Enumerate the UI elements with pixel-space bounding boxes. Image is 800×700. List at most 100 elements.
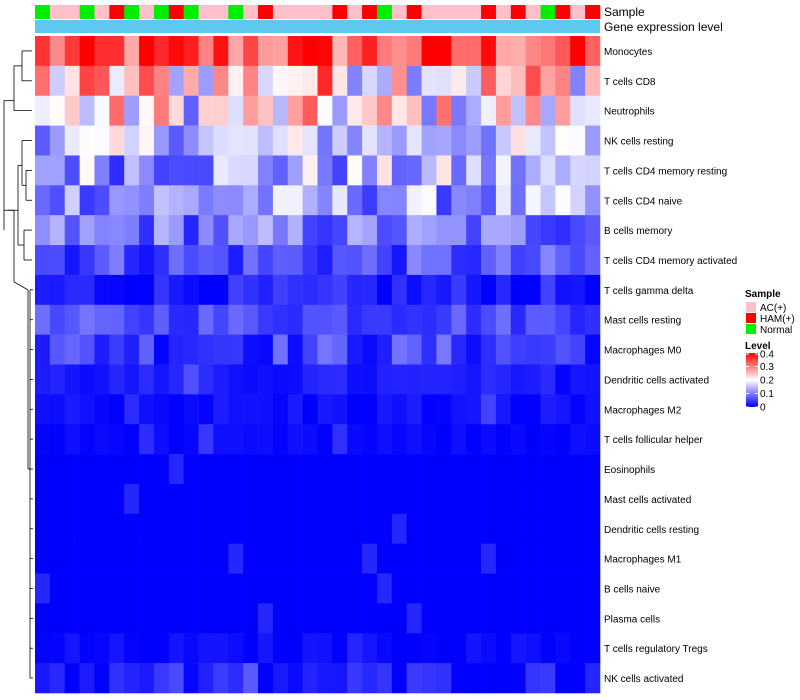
row-label: Mast cells resting — [604, 316, 681, 327]
heatmap-cell — [555, 663, 571, 694]
heatmap-cell — [451, 215, 467, 246]
sample-annotation-cell — [585, 5, 601, 19]
heatmap-cell — [287, 633, 303, 664]
heatmap-cell — [347, 245, 363, 276]
heatmap-cell — [168, 573, 184, 604]
heatmap-cell — [585, 215, 601, 246]
legend-tick-label: 0.2 — [760, 376, 774, 387]
heatmap-cell — [64, 663, 80, 694]
heatmap-cell — [540, 633, 556, 664]
heatmap-cell — [376, 245, 393, 276]
heatmap-cell — [347, 65, 363, 97]
heatmap-cell — [109, 334, 125, 365]
heatmap-cell — [481, 95, 497, 126]
row-label: T cells CD8 — [604, 77, 656, 88]
heatmap-cell — [287, 304, 303, 335]
heatmap-cell — [376, 155, 393, 186]
sample-annotation-cell — [570, 5, 586, 19]
heatmap-cell — [525, 543, 541, 574]
heatmap-cell — [94, 125, 110, 156]
heatmap-cell — [421, 364, 437, 395]
heatmap-cell — [376, 424, 393, 455]
heatmap-cell — [466, 36, 482, 67]
heatmap-cell — [317, 633, 333, 664]
sample-annotation-cell — [64, 5, 80, 19]
heatmap-cell — [153, 394, 170, 425]
heatmap-cell — [451, 65, 467, 97]
heatmap-cell — [317, 394, 333, 425]
heatmap-cell — [451, 304, 467, 335]
heatmap-cell — [540, 155, 556, 186]
heatmap-cell — [213, 394, 229, 425]
heatmap-cell — [391, 543, 408, 574]
heatmap-cell — [391, 185, 408, 216]
heatmap-cell — [287, 155, 303, 186]
heatmap-cell — [436, 215, 452, 246]
heatmap-cell — [317, 483, 333, 515]
heatmap-cell — [153, 573, 170, 604]
heatmap-cell — [585, 513, 601, 544]
heatmap-cell — [139, 394, 155, 425]
heatmap-cell — [481, 65, 497, 97]
heatmap-cell — [228, 274, 244, 306]
sample-annotation-cell — [168, 5, 184, 19]
heatmap-cell — [406, 185, 422, 216]
heatmap-cell — [466, 603, 482, 634]
heatmap-cell — [466, 304, 482, 335]
heatmap-cell — [495, 483, 512, 515]
heatmap-cell — [243, 155, 259, 186]
heatmap-cell — [332, 513, 348, 544]
heatmap-cell — [436, 185, 452, 216]
sample-annotation-cell — [406, 5, 422, 19]
heatmap-cell — [183, 483, 199, 515]
heatmap-cell — [79, 185, 95, 216]
heatmap-cell — [243, 483, 259, 515]
heatmap-cell — [332, 185, 348, 216]
heatmap-cell — [347, 36, 363, 67]
heatmap-cell — [406, 454, 422, 485]
heatmap-cell — [481, 543, 497, 574]
heatmap-cell — [109, 663, 125, 694]
heatmap-cell — [362, 304, 378, 335]
heatmap-cell — [421, 274, 437, 306]
sample-annotation-cell — [362, 5, 378, 19]
heatmap-cell — [481, 454, 497, 485]
heatmap-cell — [287, 663, 303, 694]
sample-annotation-bar — [35, 5, 601, 19]
heatmap-cell — [153, 304, 170, 335]
heatmap-cell — [153, 215, 170, 246]
heatmap-cell — [391, 155, 408, 186]
heatmap-cell — [585, 185, 601, 216]
heatmap-cell — [153, 185, 170, 216]
sample-annotation-cell — [317, 5, 333, 19]
heatmap-cell — [570, 95, 586, 126]
heatmap-cell — [317, 125, 333, 156]
heatmap-cell — [153, 364, 170, 395]
heatmap-cell — [168, 245, 184, 276]
heatmap-cell — [585, 603, 601, 634]
heatmap-cell — [510, 394, 526, 425]
heatmap-cell — [35, 394, 51, 425]
heatmap-cell — [183, 454, 199, 485]
heatmap-cell — [109, 215, 125, 246]
heatmap-cell — [272, 633, 289, 664]
heatmap-cell — [525, 185, 541, 216]
heatmap-cell — [258, 513, 274, 544]
heatmap-cell — [153, 334, 170, 365]
heatmap-cell — [525, 663, 541, 694]
heatmap-cell — [376, 663, 393, 694]
heatmap-cell — [272, 304, 289, 335]
heatmap-cell — [168, 274, 184, 306]
heatmap-cell — [466, 513, 482, 544]
heatmap-cell — [540, 36, 556, 67]
heatmap-cell — [540, 483, 556, 515]
heatmap-cell — [481, 304, 497, 335]
heatmap-cell — [436, 155, 452, 186]
heatmap-cell — [109, 483, 125, 515]
heatmap-cell — [139, 304, 155, 335]
heatmap-cell — [35, 573, 51, 604]
heatmap-cell — [49, 603, 66, 634]
heatmap-cell — [228, 304, 244, 335]
heatmap-cell — [198, 513, 214, 544]
heatmap-cell — [510, 65, 526, 97]
